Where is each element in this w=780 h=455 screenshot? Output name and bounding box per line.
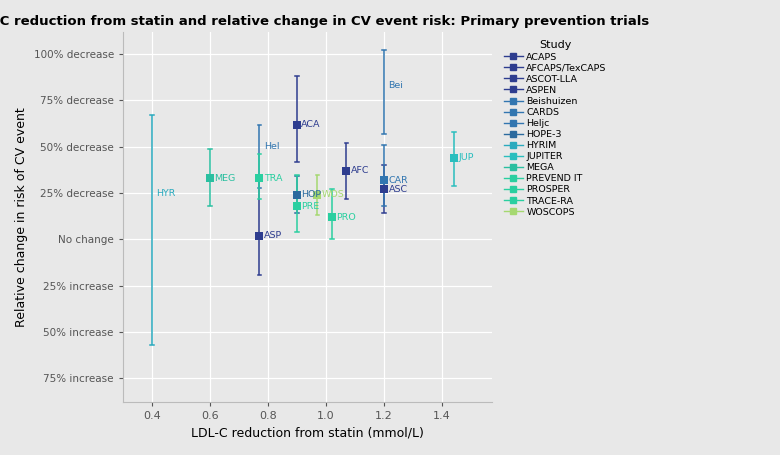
Point <box>378 186 390 193</box>
Y-axis label: Relative change in risk of CV event: Relative change in risk of CV event <box>15 107 28 327</box>
Point <box>291 121 303 128</box>
Text: JUP: JUP <box>458 153 473 162</box>
Point <box>378 177 390 184</box>
X-axis label: LDL-C reduction from statin (mmol/L): LDL-C reduction from statin (mmol/L) <box>191 427 424 440</box>
Point <box>325 213 338 221</box>
Text: HYR: HYR <box>156 189 176 197</box>
Text: HOP: HOP <box>301 191 321 199</box>
Title: LDL-C reduction from statin and relative change in CV event risk: Primary preven: LDL-C reduction from statin and relative… <box>0 15 649 28</box>
Text: PRO: PRO <box>336 212 356 222</box>
Point <box>204 175 216 182</box>
Text: ASC: ASC <box>388 185 408 194</box>
Text: WOS: WOS <box>321 191 345 199</box>
Text: Hel: Hel <box>264 142 279 152</box>
Point <box>291 191 303 198</box>
Text: PRE: PRE <box>301 202 320 211</box>
Text: ASP: ASP <box>264 231 282 240</box>
Point <box>291 202 303 210</box>
Point <box>448 154 460 162</box>
Text: ACA: ACA <box>301 120 321 129</box>
Point <box>340 167 353 175</box>
Text: MEG: MEG <box>215 174 236 183</box>
Text: TRA: TRA <box>264 174 282 183</box>
Legend: ACAPS, AFCAPS/TexCAPS, ASCOT-LLA, ASPEN, Beishuizen, CARDS, Heljc, HOPE-3, HYRIM: ACAPS, AFCAPS/TexCAPS, ASCOT-LLA, ASPEN,… <box>500 37 611 220</box>
Point <box>253 232 265 239</box>
Text: AFC: AFC <box>351 167 369 175</box>
Point <box>253 175 265 182</box>
Text: Bei: Bei <box>388 81 403 90</box>
Point <box>311 191 324 198</box>
Text: CAR: CAR <box>388 176 408 185</box>
